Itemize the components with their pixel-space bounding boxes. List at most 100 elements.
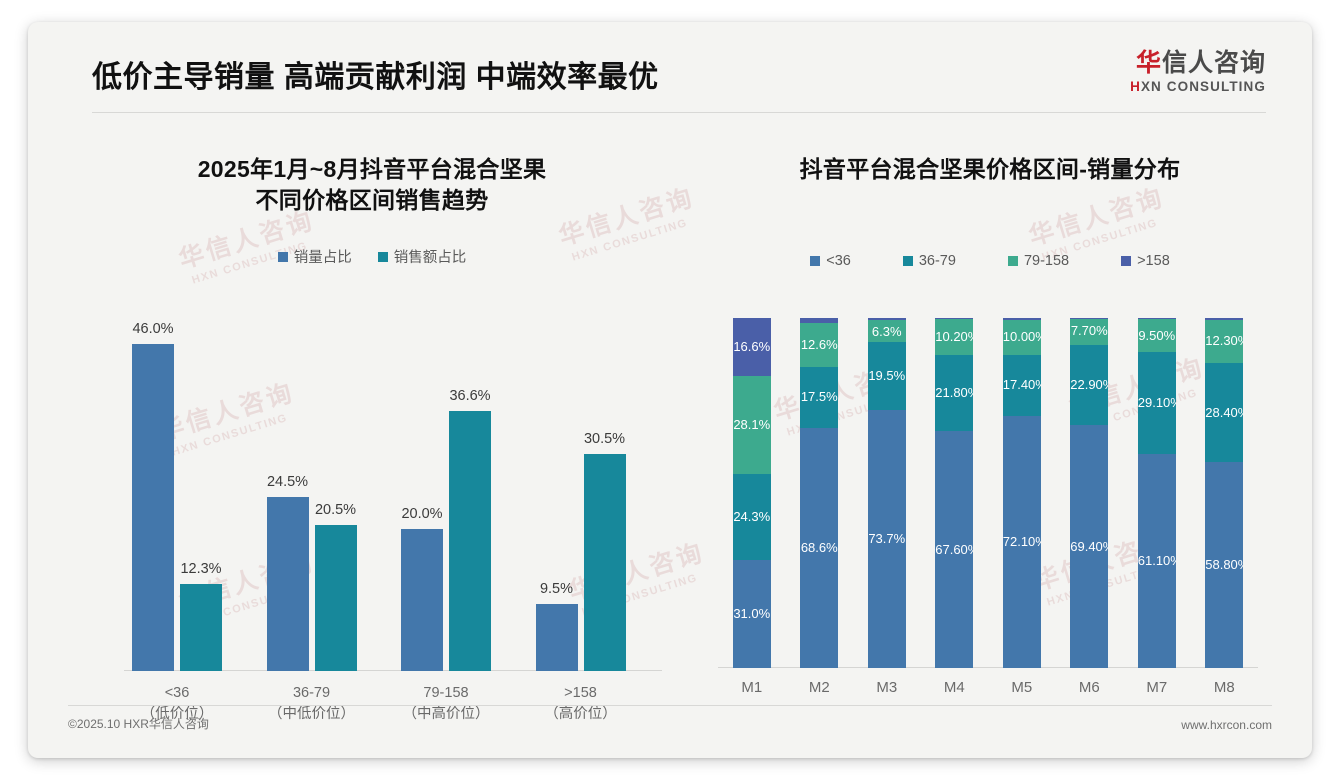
left-bar-volume[interactable]: 9.5% <box>535 316 578 671</box>
left-bar-volume[interactable]: 24.5% <box>266 316 309 671</box>
right-stacked-column[interactable]: 58.80% 28.40% 12.30% 0.50% M8 <box>1205 318 1244 696</box>
slide-header: 低价主导销量 高端贡献利润 中端效率最优 华信人咨询 HXN CONSULTIN… <box>28 22 1312 114</box>
stack-segment: 61.10% <box>1137 454 1176 668</box>
footer-website: www.hxrcon.com <box>1181 718 1272 732</box>
brand-logo-cn: 华信人咨询 <box>1086 50 1266 76</box>
right-stacked-column[interactable]: 68.6% 17.5% 12.6% 1.4% M2 <box>800 317 839 696</box>
stack-segment: 19.5% <box>867 341 906 411</box>
x-tick-range: >158 <box>564 685 597 701</box>
right-x-tick-label: M4 <box>943 679 965 696</box>
bar-rect <box>583 454 626 671</box>
bar-rect <box>132 344 174 671</box>
bar-value-label: 46.0% <box>132 321 174 338</box>
left-x-tick-label: <36 （低价位） <box>97 683 257 725</box>
right-chart-plot: 31.0% 24.3% 28.1% 16.6% M1 68.6% 17.5% 12.6% 1.4… <box>718 317 1258 696</box>
stack-segment: 31.0% <box>732 559 771 668</box>
left-bar-revenue[interactable]: 36.6% <box>449 316 491 671</box>
x-tick-range: <36 <box>164 685 190 701</box>
stack-segment-label: 17.5% <box>800 389 838 405</box>
stack-segment-label: 28.40% <box>1205 404 1243 420</box>
right-stacked-column[interactable]: 67.60% 21.80% 10.20% 0.40% M4 <box>935 318 974 696</box>
left-chart-panel: 2025年1月~8月抖音平台混合坚果 不同价格区间销售趋势 销量占比 销售额占比 … <box>68 126 676 722</box>
bar-value-label: 9.5% <box>539 580 574 597</box>
stack-segment: 0.50% <box>1205 318 1244 320</box>
right-chart-panel: 抖音平台混合坚果价格区间-销量分布 <36 36-79 79-158 >158 31.… <box>696 126 1284 706</box>
legend-label: 销量占比 <box>293 250 352 267</box>
stack-segment: 22.90% <box>1070 344 1109 426</box>
left-bar-group: 24.5% 20.5% 36-79 （中低价位） <box>266 316 402 722</box>
legend-swatch-icon <box>277 251 288 262</box>
x-tick-sublabel: （中低价位） <box>268 706 355 723</box>
right-stacked-column[interactable]: 72.10% 17.40% 10.00% 0.40% M5 <box>1002 318 1041 696</box>
right-legend-item-3[interactable]: >158 <box>1121 253 1170 269</box>
stack-segment: 7.70% <box>1070 318 1109 345</box>
stack-segment-label: 12.30% <box>1205 333 1243 349</box>
bar-rect <box>180 583 222 671</box>
right-legend-item-0[interactable]: <36 <box>810 253 851 269</box>
legend-swatch-icon <box>1121 256 1132 267</box>
stack-segment-label: 73.7% <box>868 530 906 546</box>
bar-value-label: 20.5% <box>314 502 357 519</box>
legend-label: 79-158 <box>1023 253 1070 270</box>
bar-value-label: 36.6% <box>449 388 491 405</box>
right-legend-item-2[interactable]: 79-158 <box>1007 253 1070 270</box>
stack-segment: 0.40% <box>935 318 974 320</box>
right-stacked-column[interactable]: 61.10% 29.10% 9.50% 0.40% M7 <box>1137 317 1176 696</box>
stack-segment-label: 61.10% <box>1137 552 1176 568</box>
right-x-tick-label: M3 <box>876 679 898 696</box>
bar-value-label: 24.5% <box>266 474 309 491</box>
stack-segment: 1.4% <box>800 317 839 323</box>
left-chart-title-line2: 不同价格区间销售趋势 <box>255 187 489 214</box>
right-stacked-column[interactable]: 31.0% 24.3% 28.1% 16.6% M1 <box>732 318 771 696</box>
legend-label: 销售额占比 <box>393 250 467 267</box>
legend-swatch-icon <box>810 256 821 267</box>
bar-value-label: 30.5% <box>583 431 626 448</box>
stack-segment-label: 12.6% <box>800 336 838 352</box>
stack-segment-label: 67.60% <box>935 541 973 557</box>
right-legend-item-1[interactable]: 36-79 <box>902 253 956 269</box>
slide-canvas: 华信人咨询 HXN CONSULTING 华信人咨询 HXN CONSULTIN… <box>28 22 1312 758</box>
stack-segment: 10.20% <box>935 319 974 356</box>
stack-segment-label: 31.0% <box>733 605 771 621</box>
stack-segment-label: 9.50% <box>1138 327 1176 343</box>
stack-segment-label: 29.10% <box>1137 394 1176 410</box>
left-chart-legend: 销量占比 销售额占比 <box>68 246 676 267</box>
stack-segment: 9.50% <box>1137 319 1176 353</box>
stack-segment: 17.40% <box>1002 354 1041 416</box>
legend-label: <36 <box>826 253 851 270</box>
stack-segment: 29.10% <box>1137 352 1176 455</box>
stack-segment-label: 58.80% <box>1205 556 1243 572</box>
brand-logo-cn-red: 华 <box>1135 49 1162 77</box>
stack-segment-label: 10.00% <box>1002 329 1041 344</box>
stack-segment-label: 22.90% <box>1070 376 1108 392</box>
left-legend-item-0[interactable]: 销量占比 <box>277 246 352 267</box>
stack-segment: 12.6% <box>800 322 839 367</box>
left-bar-volume[interactable]: 20.0% <box>401 316 443 671</box>
right-x-tick-label: M7 <box>1146 679 1168 696</box>
brand-logo-en: HXN CONSULTING <box>1086 79 1266 94</box>
bar-value-label: 12.3% <box>180 560 222 577</box>
left-chart-plot: 46.0% 12.3% <36 （低价位） 24.5% 20.5% 36-79 （中低价位） 2… <box>124 316 662 722</box>
stack-segment: 67.60% <box>935 431 974 668</box>
left-legend-item-1[interactable]: 销售额占比 <box>377 246 467 267</box>
right-chart-title: 抖音平台混合坚果价格区间-销量分布 <box>799 156 1181 182</box>
stack-segment-label: 24.3% <box>733 508 771 524</box>
bar-rect <box>266 497 309 671</box>
stack-segment: 73.7% <box>867 410 906 668</box>
right-x-tick-label: M1 <box>741 679 763 696</box>
header-divider <box>92 112 1266 113</box>
footer-divider <box>68 705 1272 706</box>
stack-segment-label: 68.6% <box>800 539 838 555</box>
left-bar-revenue[interactable]: 30.5% <box>583 316 626 671</box>
stack-segment: 68.6% <box>800 427 839 668</box>
right-stacked-column[interactable]: 73.7% 19.5% 6.3% 0.5% M3 <box>867 318 906 696</box>
right-stacked-column[interactable]: 69.40%22.90%7.70%0.10%M6 <box>1070 317 1109 696</box>
bar-rect <box>535 603 578 671</box>
stack-segment: 69.40% <box>1070 425 1109 668</box>
stack-segment: 6.3% <box>867 319 906 342</box>
left-bar-revenue[interactable]: 20.5% <box>314 316 357 671</box>
left-bar-revenue[interactable]: 12.3% <box>180 316 222 671</box>
left-x-tick-label: 36-79 （中低价位） <box>232 683 392 725</box>
stack-segment: 24.3% <box>732 474 771 560</box>
left-bar-volume[interactable]: 46.0% <box>132 316 174 671</box>
